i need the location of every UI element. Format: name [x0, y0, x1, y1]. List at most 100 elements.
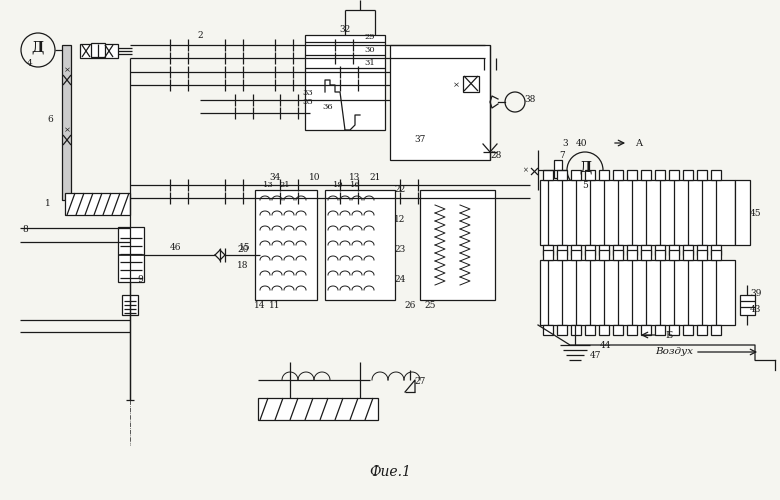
Text: 14: 14 [254, 300, 266, 310]
Bar [627, 245, 637, 255]
Text: 11: 11 [269, 300, 281, 310]
Text: 36: 36 [323, 103, 333, 111]
Text: 43: 43 [750, 306, 761, 314]
Text: 26: 26 [404, 300, 416, 310]
Bar [627, 170, 637, 180]
Text: 19: 19 [332, 181, 343, 189]
Text: 7: 7 [559, 150, 565, 160]
Text: 15: 15 [239, 244, 251, 252]
Text: 31: 31 [364, 59, 375, 67]
Text: ×: × [452, 81, 459, 89]
Text: 35: 35 [303, 98, 314, 106]
Bar [599, 170, 609, 180]
Bar [627, 325, 637, 335]
Text: Д: Д [579, 161, 591, 175]
Bar [697, 250, 707, 260]
Text: 13: 13 [263, 181, 273, 189]
Bar [554, 160, 562, 178]
Text: 3: 3 [562, 138, 568, 147]
Bar [697, 170, 707, 180]
Bar [683, 325, 693, 335]
Text: 4: 4 [27, 60, 33, 68]
Text: 25: 25 [424, 300, 436, 310]
Text: 32: 32 [339, 26, 351, 35]
Bar [540, 180, 735, 245]
Bar [255, 190, 317, 300]
Bar [571, 170, 581, 180]
Text: 18: 18 [237, 260, 249, 270]
Text: 44: 44 [599, 340, 611, 349]
Bar [697, 325, 707, 335]
Bar [80, 44, 118, 58]
Text: 9: 9 [137, 276, 143, 284]
Text: 33: 33 [303, 89, 314, 97]
Bar [557, 245, 567, 255]
Text: 29: 29 [365, 33, 375, 41]
Text: 6: 6 [47, 116, 53, 124]
Bar [669, 245, 679, 255]
Text: ×: × [63, 66, 70, 74]
Bar [543, 245, 553, 255]
Text: Б: Б [665, 330, 672, 340]
Text: ×: × [63, 126, 70, 134]
Text: 1: 1 [45, 200, 51, 208]
Bar [711, 170, 721, 180]
Text: 5: 5 [582, 180, 588, 190]
Text: 2: 2 [197, 30, 203, 40]
Bar [118, 227, 144, 282]
Text: 45: 45 [750, 208, 761, 218]
Text: 21: 21 [369, 174, 381, 182]
Text: 16: 16 [349, 181, 360, 189]
Bar [613, 250, 623, 260]
Bar [683, 245, 693, 255]
Bar [305, 35, 385, 130]
Bar [669, 170, 679, 180]
Text: 13: 13 [349, 174, 360, 182]
Bar [325, 190, 395, 300]
Text: 39: 39 [750, 288, 761, 298]
Text: 23: 23 [395, 246, 406, 254]
Bar [571, 245, 581, 255]
Bar [557, 170, 567, 180]
Text: Фие.1: Фие.1 [369, 465, 411, 479]
Bar [683, 250, 693, 260]
Bar [557, 325, 567, 335]
Text: 27: 27 [414, 378, 426, 386]
Bar [613, 245, 623, 255]
Bar [571, 250, 581, 260]
Bar [641, 250, 651, 260]
Bar [655, 170, 665, 180]
Bar [91, 43, 105, 57]
Bar [571, 325, 581, 335]
Bar [122, 295, 138, 315]
Text: A: A [635, 138, 642, 147]
Bar [390, 45, 490, 160]
Bar [669, 250, 679, 260]
Bar [641, 245, 651, 255]
Bar [585, 170, 595, 180]
Bar [613, 325, 623, 335]
Bar [669, 325, 679, 335]
Text: Д: Д [32, 41, 44, 55]
Text: 34: 34 [269, 174, 281, 182]
Bar [65, 193, 130, 215]
Bar [543, 170, 553, 180]
Bar [599, 250, 609, 260]
Bar [683, 170, 693, 180]
Bar [557, 250, 567, 260]
Bar [420, 190, 495, 300]
Text: 46: 46 [169, 244, 181, 252]
Text: 28: 28 [491, 150, 502, 160]
Bar [711, 245, 721, 255]
Bar [655, 325, 665, 335]
Text: 20: 20 [237, 246, 249, 254]
Bar [613, 170, 623, 180]
Bar [540, 260, 735, 325]
Text: 24: 24 [395, 276, 406, 284]
Text: ×: × [522, 166, 528, 174]
Bar [627, 250, 637, 260]
Bar [543, 325, 553, 335]
Bar [62, 45, 71, 200]
Bar [735, 180, 750, 245]
Bar [543, 250, 553, 260]
